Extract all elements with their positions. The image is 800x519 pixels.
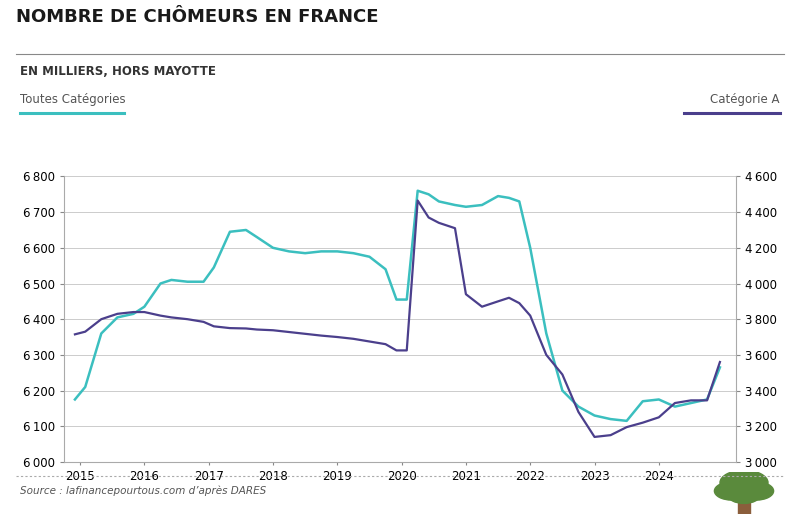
Circle shape <box>714 482 750 500</box>
Circle shape <box>720 470 768 495</box>
Circle shape <box>738 482 774 500</box>
Text: Toutes Catégories: Toutes Catégories <box>20 93 126 106</box>
Bar <box>738 501 750 514</box>
Text: NOMBRE DE CHÔMEURS EN FRANCE: NOMBRE DE CHÔMEURS EN FRANCE <box>16 8 378 26</box>
Text: Catégorie A: Catégorie A <box>710 93 780 106</box>
Text: Source : lafinancepourtous.com d’après DARES: Source : lafinancepourtous.com d’après D… <box>20 485 266 496</box>
Circle shape <box>728 487 760 503</box>
Text: EN MILLIERS, HORS MAYOTTE: EN MILLIERS, HORS MAYOTTE <box>20 65 216 78</box>
